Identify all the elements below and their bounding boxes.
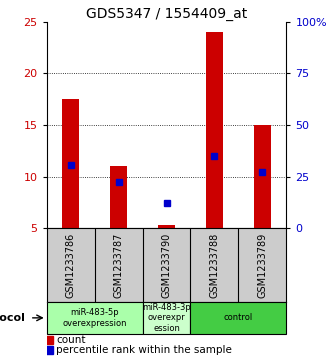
Text: count: count [56,335,86,344]
Bar [254,125,271,228]
Text: GSM1233790: GSM1233790 [162,232,171,298]
Text: GSM1233788: GSM1233788 [209,232,219,298]
Text: GSM1233789: GSM1233789 [257,232,267,298]
Bar [190,302,286,334]
Bar [158,225,175,228]
Text: miR-483-3p
overexpr
ession: miR-483-3p overexpr ession [142,303,191,333]
Text: miR-483-5p
overexpression: miR-483-5p overexpression [62,308,127,327]
Text: GSM1233787: GSM1233787 [114,232,124,298]
Text: control: control [224,313,253,322]
Bar [62,99,79,228]
Text: percentile rank within the sample: percentile rank within the sample [56,345,232,355]
Bar [206,32,223,228]
Text: GSM1233786: GSM1233786 [66,232,76,298]
Bar [143,302,190,334]
Bar [47,302,143,334]
Title: GDS5347 / 1554409_at: GDS5347 / 1554409_at [86,7,247,21]
Bar [110,166,127,228]
Text: protocol: protocol [0,313,25,323]
